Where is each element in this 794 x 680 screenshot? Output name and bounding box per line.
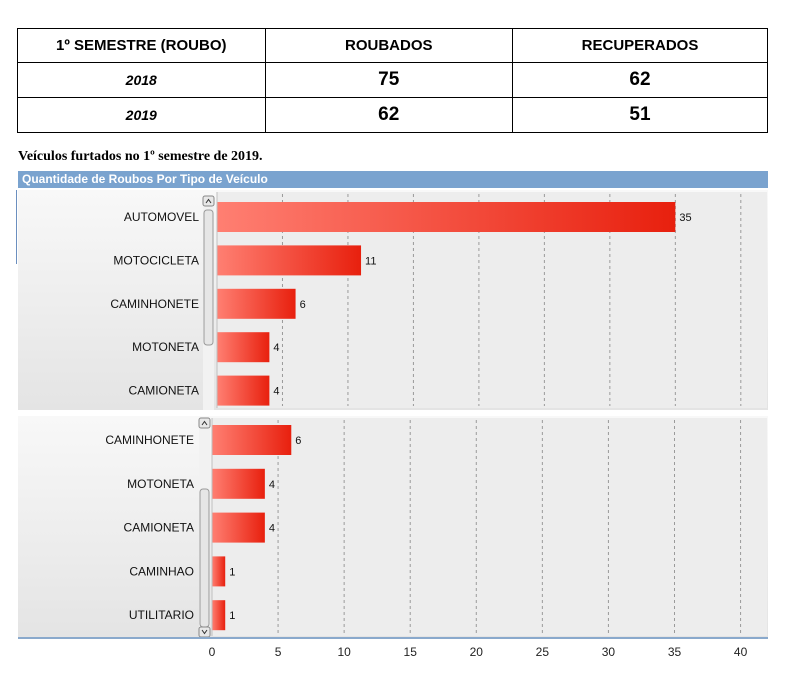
scroll-up-button [198,417,211,429]
bar-camioneta [212,512,265,543]
category-label: UTILITARIO [129,608,194,622]
table-header-row: 1º SEMESTRE (ROUBO) ROUBADOS RECUPERADOS [17,28,768,63]
category-label: CAMINHONETE [110,297,199,311]
chart-title: Quantidade de Roubos Por Tipo de Veículo [18,171,768,188]
data-label: 35 [679,212,691,224]
row-year: 2019 [17,97,266,133]
category-label: CAMINHONETE [105,433,194,447]
table-row: 2018 75 62 [17,62,768,98]
bar-automovel [217,202,676,232]
scrollbar-thumb [199,488,210,628]
panel-left-edge [16,190,17,264]
scroll-down-button [198,626,211,638]
bar-motocicleta [217,245,362,276]
header-semester: 1º SEMESTRE (ROUBO) [17,28,266,63]
tick-label: 5 [275,645,282,659]
summary-table: 1º SEMESTRE (ROUBO) ROUBADOS RECUPERADOS… [17,28,768,133]
bar-utilitario [212,600,226,631]
bar-motoneta [217,332,270,363]
bar-caminhonete [212,425,292,455]
data-label: 4 [269,479,275,491]
bar-caminhao [212,556,226,587]
category-label: CAMIONETA [129,384,199,398]
chevron-up-icon [205,198,212,204]
table-row: 2019 62 51 [17,97,768,133]
chart-caption: Veículos furtados no 1º semestre de 2019… [18,149,263,164]
tick-label: 40 [734,645,748,659]
category-label: MOTOCICLETA [113,253,199,267]
row-roubados: 62 [264,97,513,133]
category-label: MOTONETA [127,477,194,491]
category-label: CAMIONETA [124,521,194,535]
tick-label: 35 [668,645,682,659]
row-recuperados: 51 [512,97,768,133]
data-label: 1 [229,610,235,622]
data-label: 4 [273,342,279,354]
tick-label: 30 [602,645,616,659]
category-label: MOTONETA [132,340,199,354]
bar-camioneta [217,375,270,406]
category-label: AUTOMOVEL [124,210,199,224]
tick-label: 25 [536,645,550,659]
data-label: 1 [229,566,235,578]
data-label: 4 [273,386,279,398]
chevron-up-icon [201,420,208,426]
bar-caminhonete [217,288,296,319]
tick-label: 15 [404,645,418,659]
row-recuperados: 62 [512,62,768,98]
plot-area [212,418,767,636]
tick-label: 10 [337,645,351,659]
chevron-down-icon [201,629,208,635]
category-label: CAMINHAO [129,564,194,578]
scrollbar-thumb [203,209,214,346]
row-year: 2018 [17,62,266,98]
bar-motoneta [212,468,265,499]
data-label: 11 [365,255,376,267]
tick-label: 20 [470,645,484,659]
header-roubados: ROUBADOS [264,28,513,63]
data-label: 6 [295,435,301,447]
tick-label: 0 [209,645,216,659]
data-label: 6 [300,299,306,311]
scroll-up-button [202,195,215,207]
data-label: 4 [269,523,275,535]
